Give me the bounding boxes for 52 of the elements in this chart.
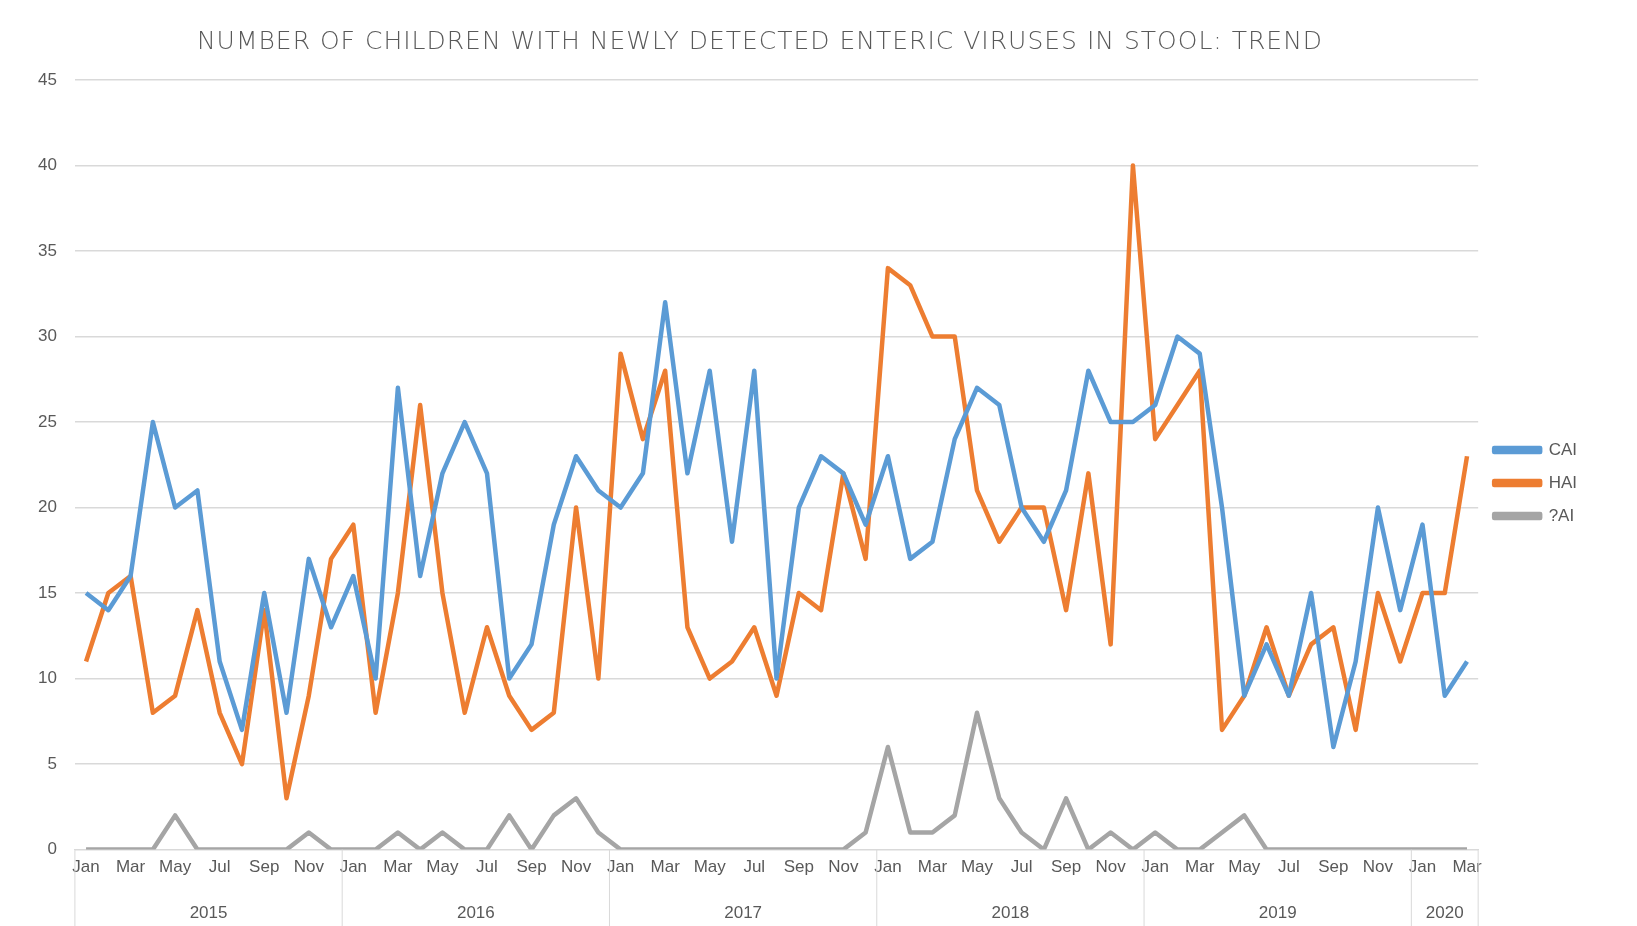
x-tick-label: May (159, 857, 192, 877)
x-tick-label: Nov (560, 857, 592, 877)
y-tick-label: 20 (37, 497, 57, 517)
x-tick-label: Jan (1141, 857, 1169, 877)
x-tick-label: Mar (917, 857, 948, 877)
text: 2015 (189, 903, 228, 923)
x-tick-label: May (1228, 857, 1261, 877)
x-tick-label: Mar (650, 857, 681, 877)
x-tick-label: Jul (743, 857, 766, 877)
legend-label: HAI (1548, 472, 1577, 492)
x-tick-label: Nov (293, 857, 325, 877)
x-tick-label: Jul (476, 857, 498, 877)
legend-label: CAI (1548, 439, 1577, 459)
y-tick-label: 30 (37, 326, 57, 346)
text: 2019 (1258, 903, 1297, 923)
x-tick-label: Mar (383, 857, 413, 877)
y-tick-label: 5 (47, 753, 57, 773)
chart-title: NUMBER OF CHILDREN WITH NEWLY DETECTED ENTERIC VIRUSES IN STOOL: TREND (195, 26, 1325, 55)
text: 2018 (991, 903, 1030, 923)
x-tick-label: Jan (606, 857, 635, 877)
y-tick-label: 35 (37, 240, 57, 260)
x-tick-label: Sep (249, 857, 280, 877)
x-tick-label: Sep (1050, 857, 1082, 877)
y-tick-label: 10 (37, 668, 57, 688)
text: 2017 (724, 903, 763, 923)
text: 2020 (1425, 903, 1464, 923)
x-tick-label: Nov (1362, 857, 1394, 877)
x-tick-label: Jan (874, 857, 902, 877)
y-tick-label: 15 (37, 582, 57, 602)
legend-label: ?AI (1548, 505, 1575, 525)
x-tick-label: Sep (783, 857, 814, 877)
text: 2016 (456, 903, 495, 923)
x-tick-label: Mar (1185, 857, 1215, 877)
y-tick-label: 45 (37, 69, 57, 89)
x-tick-label: Jan (339, 857, 368, 877)
x-tick-label: Sep (1318, 857, 1349, 877)
x-tick-label: May (426, 857, 459, 877)
x-tick-label: Jul (208, 857, 231, 877)
x-tick-label: Jan (1408, 857, 1437, 877)
y-tick-label: 0 (47, 839, 57, 859)
x-tick-label: Jan (72, 857, 100, 877)
x-tick-label: Jul (1277, 857, 1300, 877)
x-tick-label: Mar (1452, 857, 1482, 877)
x-tick-label: Nov (1095, 857, 1127, 877)
x-tick-label: Nov (828, 857, 859, 877)
x-tick-label: May (960, 857, 994, 877)
x-tick-label: May (693, 857, 727, 877)
x-tick-label: Jul (1010, 857, 1033, 877)
x-tick-label: Sep (516, 857, 547, 877)
x-tick-label: Mar (115, 857, 146, 877)
y-tick-label: 40 (37, 155, 57, 175)
y-tick-label: 25 (37, 411, 57, 431)
